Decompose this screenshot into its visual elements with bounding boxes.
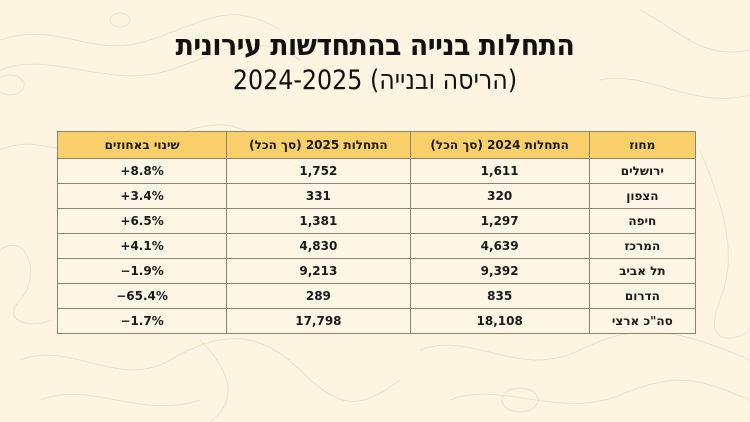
table-header-row: מחוז התחלות 2024 (סך הכל) התחלות 2025 (ס… (56, 131, 697, 159)
cell-starts-2025: 17,798 (226, 308, 411, 334)
cell-region: הצפון (588, 183, 697, 209)
header-starts-2025: התחלות 2025 (סך הכל) (226, 131, 411, 159)
table-row: הצפון 320 331 +3.4% (56, 183, 697, 209)
cell-region: המרכז (588, 233, 697, 259)
cell-starts-2025: 1,752 (226, 158, 411, 184)
cell-change-pct: +3.4% (56, 183, 228, 209)
cell-region: חיפה (588, 208, 697, 234)
cell-starts-2025: 4,830 (226, 233, 411, 259)
table-row: הדרום 835 289 −65.4% (56, 283, 697, 309)
cell-region: סה"כ ארצי (588, 308, 697, 334)
cell-starts-2025: 1,381 (226, 208, 411, 234)
table-row: חיפה 1,297 1,381 +6.5% (56, 208, 697, 234)
cell-starts-2024: 18,108 (409, 308, 590, 334)
cell-starts-2024: 1,611 (409, 158, 590, 184)
cell-change-pct: −1.9% (56, 258, 228, 284)
cell-region: תל אביב (588, 258, 697, 284)
header-starts-2024: התחלות 2024 (סך הכל) (409, 131, 590, 159)
cell-change-pct: +6.5% (56, 208, 228, 234)
header-region: מחוז (588, 131, 697, 159)
table-row: תל אביב 9,392 9,213 −1.9% (56, 258, 697, 284)
page-subtitle: (הריסה ובנייה) 2024-2025 (232, 65, 518, 96)
cell-region: הדרום (588, 283, 697, 309)
cell-starts-2024: 835 (409, 283, 590, 309)
cell-starts-2024: 9,392 (409, 258, 590, 284)
cell-starts-2024: 320 (409, 183, 590, 209)
table-row: המרכז 4,639 4,830 +4.1% (56, 233, 697, 259)
cell-starts-2025: 9,213 (226, 258, 411, 284)
urban-renewal-starts-table: מחוז התחלות 2024 (סך הכל) התחלות 2025 (ס… (56, 131, 697, 334)
cell-change-pct: +8.8% (56, 158, 228, 184)
cell-starts-2024: 4,639 (409, 233, 590, 259)
title-block: התחלות בנייה בהתחדשות עירונית (הריסה ובנ… (0, 28, 750, 97)
table-row-total: סה"כ ארצי 18,108 17,798 −1.7% (56, 308, 697, 334)
cell-change-pct: −65.4% (56, 283, 228, 309)
cell-starts-2025: 289 (226, 283, 411, 309)
cell-change-pct: −1.7% (56, 308, 228, 334)
cell-starts-2024: 1,297 (409, 208, 590, 234)
page-title: התחלות בנייה בהתחדשות עירונית (175, 28, 575, 62)
cell-change-pct: +4.1% (56, 233, 228, 259)
header-change-pct: שינוי באחוזים (56, 131, 228, 159)
table-row: ירושלים 1,611 1,752 +8.8% (56, 158, 697, 184)
cell-region: ירושלים (588, 158, 697, 184)
cell-starts-2025: 331 (226, 183, 411, 209)
